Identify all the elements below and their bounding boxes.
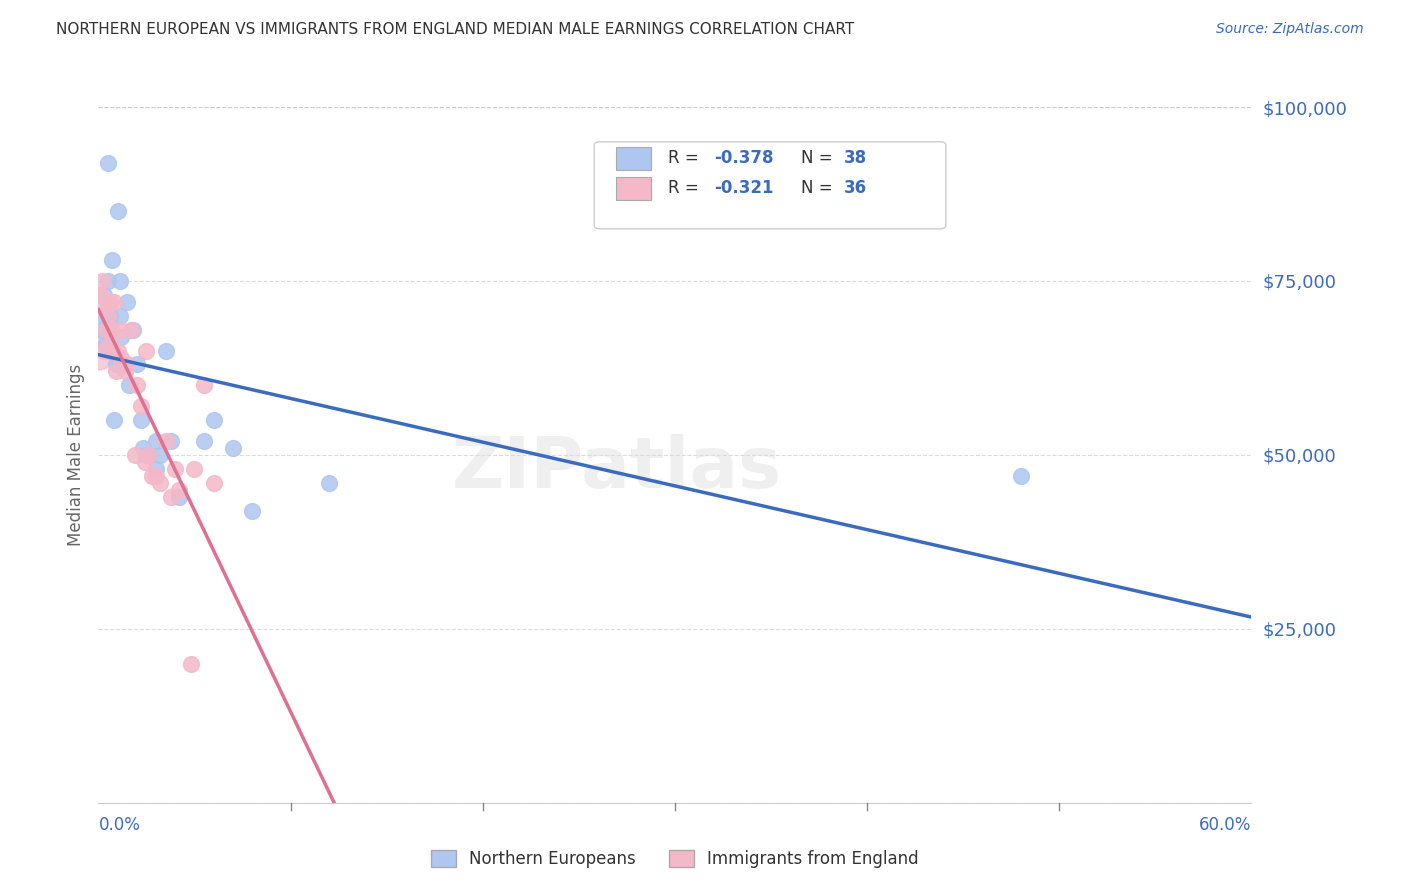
Point (93, 343, 115, 358)
Point (89, 288, 111, 302)
Point (98, 294, 121, 309)
Point (202, 475, 225, 490)
Point (180, 657, 202, 671)
Point (101, 253, 124, 268)
Point (87, 343, 110, 358)
Point (91, 323, 114, 337)
Point (125, 358, 148, 372)
Point (160, 434, 183, 448)
Point (155, 434, 177, 448)
Text: ZIPatlas: ZIPatlas (453, 434, 782, 503)
Point (98, 323, 121, 337)
Point (167, 490, 190, 504)
Point (149, 475, 172, 490)
Point (1010, 468, 1032, 483)
Text: -0.321: -0.321 (714, 179, 773, 197)
Text: Source: ZipAtlas.com: Source: ZipAtlas.com (1216, 22, 1364, 37)
Point (222, 441, 245, 455)
Text: R =: R = (668, 179, 704, 197)
Text: N =: N = (800, 179, 838, 197)
Point (94, 323, 117, 337)
Y-axis label: Median Male Earnings: Median Male Earnings (66, 364, 84, 546)
Point (112, 358, 135, 372)
Point (149, 448, 172, 462)
Point (108, 323, 131, 337)
Point (114, 364, 136, 378)
Point (108, 309, 131, 323)
FancyBboxPatch shape (616, 146, 651, 169)
Point (108, 274, 131, 288)
Point (318, 475, 340, 490)
Point (202, 413, 225, 427)
Text: 0.0%: 0.0% (98, 816, 141, 834)
Point (91, 274, 114, 288)
Point (129, 413, 152, 427)
Point (98, 343, 121, 358)
Point (117, 358, 138, 372)
Point (97, 274, 120, 288)
Text: 36: 36 (845, 179, 868, 197)
Legend: Northern Europeans, Immigrants from England: Northern Europeans, Immigrants from Engl… (425, 843, 925, 875)
Point (193, 434, 215, 448)
Point (125, 378, 148, 392)
Point (97, 309, 120, 323)
Point (145, 434, 167, 448)
Point (94, 336, 117, 351)
Point (145, 462, 167, 476)
Point (193, 378, 215, 392)
Point (183, 462, 205, 476)
Text: 38: 38 (845, 149, 868, 167)
Point (104, 364, 127, 378)
Point (131, 441, 153, 455)
Point (97, 294, 120, 309)
Point (101, 323, 124, 337)
Point (145, 468, 167, 483)
Point (97, 294, 120, 309)
Point (134, 455, 156, 469)
Point (104, 358, 127, 372)
Point (135, 448, 157, 462)
Text: N =: N = (800, 149, 838, 167)
Point (97, 155, 120, 169)
Point (110, 351, 132, 365)
Point (240, 503, 263, 517)
Text: NORTHERN EUROPEAN VS IMMIGRANTS FROM ENGLAND MEDIAN MALE EARNINGS CORRELATION CH: NORTHERN EUROPEAN VS IMMIGRANTS FROM ENG… (56, 22, 855, 37)
Text: -0.378: -0.378 (714, 149, 773, 167)
Point (167, 483, 190, 497)
Point (160, 490, 183, 504)
Point (107, 204, 129, 219)
Text: R =: R = (668, 149, 704, 167)
Point (93, 288, 115, 302)
Point (155, 343, 177, 358)
Point (124, 448, 146, 462)
Point (103, 294, 125, 309)
Point (101, 343, 124, 358)
Point (118, 378, 141, 392)
Point (129, 399, 152, 413)
Point (98, 309, 121, 323)
FancyBboxPatch shape (616, 177, 651, 200)
Point (120, 323, 142, 337)
FancyBboxPatch shape (595, 142, 946, 229)
Point (135, 343, 157, 358)
Point (103, 413, 125, 427)
Point (141, 468, 163, 483)
Point (98, 336, 121, 351)
Point (122, 323, 145, 337)
Point (117, 294, 138, 309)
Point (93, 309, 115, 323)
Point (165, 462, 187, 476)
Text: 60.0%: 60.0% (1199, 816, 1251, 834)
Point (110, 329, 132, 343)
Point (138, 448, 160, 462)
Point (107, 343, 129, 358)
Point (91, 294, 114, 309)
